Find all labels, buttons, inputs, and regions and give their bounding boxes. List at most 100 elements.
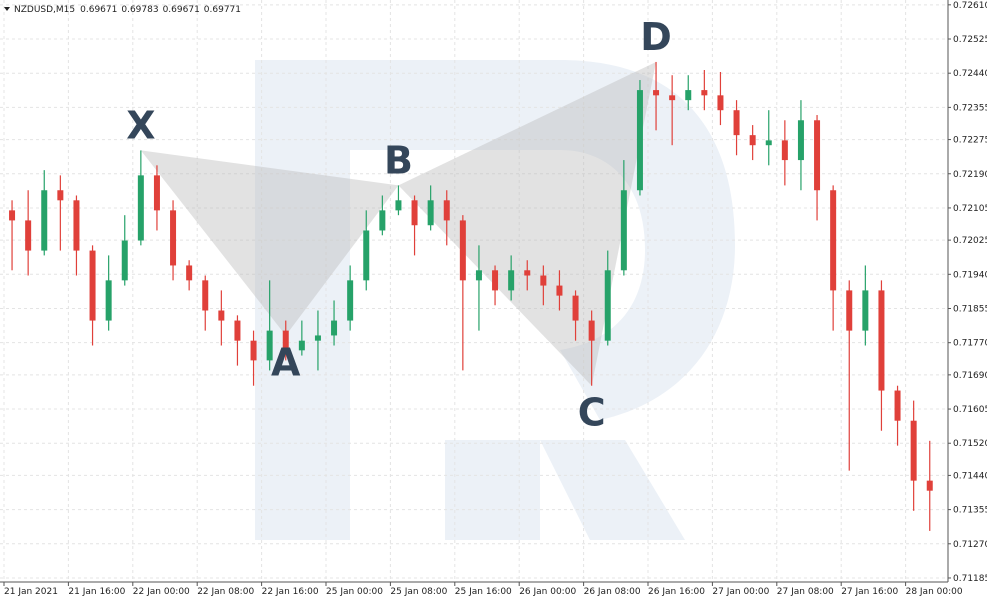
x-tick-label: 26 Jan 16:00 <box>648 587 705 597</box>
candle-body <box>669 95 676 101</box>
y-tick-label: 0.72610 <box>953 1 987 11</box>
x-tick-label: 21 Jan 16:00 <box>68 587 125 597</box>
x-tick-label: 25 Jan 16:00 <box>455 587 512 597</box>
candle-body <box>926 480 933 491</box>
candle-body <box>475 270 482 281</box>
candle-body <box>57 190 64 201</box>
y-tick-label: 0.71770 <box>953 339 987 349</box>
candle-body <box>137 175 144 241</box>
y-tick-label: 0.71605 <box>953 405 987 415</box>
y-tick-label: 0.71440 <box>953 471 987 481</box>
candle-body <box>910 420 917 481</box>
y-tick-label: 0.72525 <box>953 35 987 45</box>
candle-body <box>894 390 901 421</box>
candle-body <box>443 200 450 221</box>
y-tick-label: 0.71940 <box>953 270 987 280</box>
candle-body <box>314 335 321 341</box>
header-high: 0.69783 <box>121 5 158 15</box>
candles <box>9 61 933 531</box>
x-tick-label: 22 Jan 08:00 <box>197 587 254 597</box>
y-tick-label: 0.71185 <box>953 574 987 584</box>
candle-body <box>588 320 595 341</box>
x-tick-label: 26 Jan 08:00 <box>584 587 641 597</box>
candle-body <box>781 140 788 161</box>
candle-body <box>492 270 499 291</box>
candle-body <box>636 90 643 191</box>
candle-body <box>427 200 434 226</box>
candle-body <box>379 210 386 231</box>
pattern-label: X <box>126 103 155 147</box>
candle-body <box>524 270 531 276</box>
x-tick-label: 25 Jan 00:00 <box>326 587 383 597</box>
pattern-labels: X A B C D <box>126 15 672 435</box>
candle-body <box>572 295 579 321</box>
symbol: NZDUSD,M15 <box>14 5 75 15</box>
candle-body <box>620 190 627 271</box>
candle-body <box>717 95 724 111</box>
candle-body <box>331 320 338 336</box>
y-tick-label: 0.71690 <box>953 371 987 381</box>
y-tick-label: 0.72105 <box>953 204 987 214</box>
candle-body <box>862 290 869 331</box>
menu-arrow <box>4 7 10 11</box>
x-tick-label: 22 Jan 00:00 <box>133 587 190 597</box>
pattern-label: C <box>578 391 606 435</box>
candle-body <box>202 280 209 311</box>
header-close: 0.69771 <box>204 5 241 15</box>
candle-body <box>282 330 289 351</box>
x-tick-label: 27 Jan 16:00 <box>841 587 898 597</box>
candle-body <box>186 265 193 281</box>
header: NZDUSD,M15 0.69671 0.69783 0.69671 0.69771 <box>14 5 241 15</box>
candle-body <box>298 340 305 351</box>
candle-body <box>395 200 402 211</box>
pattern-label: D <box>640 15 672 59</box>
candle-body <box>765 140 772 146</box>
x-tick-label: 26 Jan 00:00 <box>519 587 576 597</box>
candle-body <box>73 200 80 251</box>
y-tick-label: 0.71270 <box>953 540 987 550</box>
y-tick-label: 0.71520 <box>953 439 987 449</box>
y-tick-label: 0.71855 <box>953 304 987 314</box>
candle-body <box>250 340 257 361</box>
x-tick-label: 22 Jan 16:00 <box>262 587 319 597</box>
candle-body <box>170 210 177 266</box>
header-low: 0.69671 <box>163 5 200 15</box>
watermark-foot <box>445 440 540 540</box>
candle-body <box>814 120 821 191</box>
candle-body <box>105 280 112 321</box>
y-tick-label: 0.72190 <box>953 170 987 180</box>
y-tick-label: 0.72440 <box>953 69 987 79</box>
x-tick-label: 27 Jan 08:00 <box>777 587 834 597</box>
candle-body <box>41 190 48 251</box>
pattern-label: B <box>384 138 413 182</box>
watermark-leg <box>540 440 685 540</box>
candle-body <box>556 285 563 296</box>
candle-body <box>878 290 885 391</box>
candle-body <box>685 90 692 101</box>
candle-body <box>363 230 370 281</box>
candle-body <box>347 280 354 321</box>
x-tick-label: 25 Jan 08:00 <box>390 587 447 597</box>
axes: 0.72610 0.72525 0.72440 0.72355 0.72275 0.721… <box>3 1 987 597</box>
candle-body <box>121 240 128 281</box>
candle-body <box>508 270 515 291</box>
candle-body <box>25 220 32 251</box>
candle-body <box>749 135 756 146</box>
candle-body <box>411 200 418 226</box>
candle-body <box>653 90 660 96</box>
grid <box>0 0 948 582</box>
candle-body <box>459 220 466 281</box>
candle-body <box>9 210 16 221</box>
candle-body <box>153 175 160 211</box>
pattern <box>140 61 657 386</box>
pattern-triangle <box>398 61 657 386</box>
x-tick-label: 21 Jan 2021 <box>4 587 58 597</box>
x-tick-label: 28 Jan 00:00 <box>906 587 963 597</box>
candle-body <box>830 190 837 291</box>
candle-body <box>540 275 547 286</box>
candle-body <box>266 330 273 361</box>
candle-body <box>846 290 853 331</box>
y-tick-label: 0.72025 <box>953 236 987 246</box>
x-tick-label: 27 Jan 00:00 <box>712 587 769 597</box>
